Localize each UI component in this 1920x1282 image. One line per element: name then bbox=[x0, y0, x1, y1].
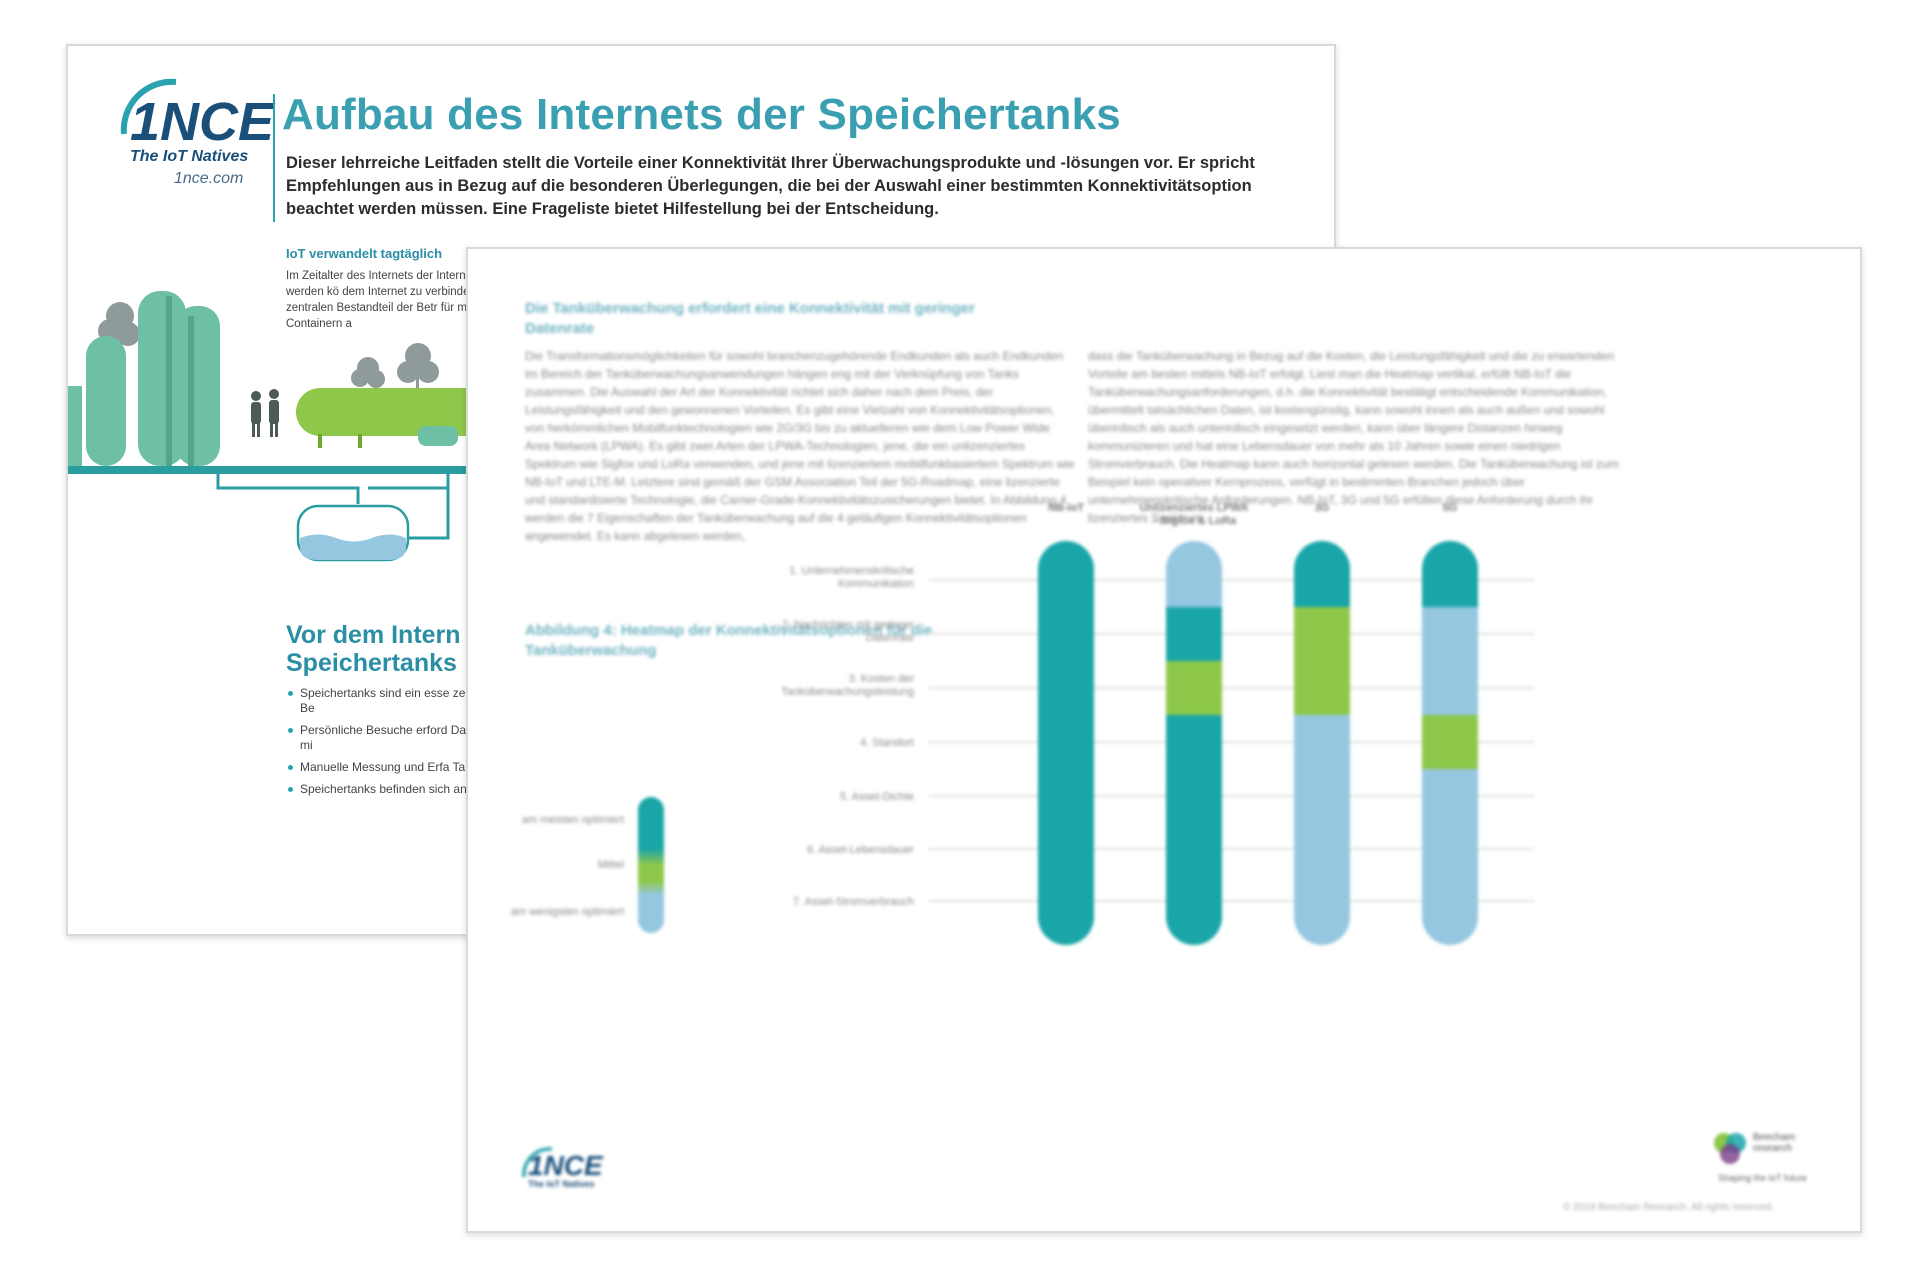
heatmap-cell bbox=[1166, 875, 1222, 945]
storage-tank-illustration bbox=[68, 291, 488, 562]
heatmap-row-label: 4. Standort bbox=[860, 737, 914, 749]
heatmap-cell bbox=[1294, 823, 1350, 876]
heatmap-bar bbox=[1038, 541, 1094, 945]
heatmap-row-label: 3. Kosten der Tanküberwachungsleistung bbox=[781, 673, 914, 698]
logo-site: 1nce.com bbox=[174, 170, 244, 187]
legend-label: am meisten optimiert bbox=[522, 814, 624, 826]
heatmap-cell bbox=[1422, 823, 1478, 876]
front-logo-tagline: The IoT Natives bbox=[528, 1179, 595, 1189]
beecham-logo-icon bbox=[1714, 1133, 1746, 1164]
heatmap-cell bbox=[1038, 769, 1094, 824]
beecham-name-line2: research bbox=[1753, 1143, 1792, 1154]
heatmap-bar bbox=[1166, 541, 1222, 945]
heatmap-cell bbox=[1294, 769, 1350, 824]
brochure-page-front: Die Tanküberwachung erfordert eine Konne… bbox=[466, 247, 1862, 1233]
heatmap-cell bbox=[1422, 715, 1478, 770]
legend-label: am wenigsten optimiert bbox=[511, 906, 624, 918]
logo-tagline: The IoT Natives bbox=[130, 148, 249, 165]
heatmap-cell bbox=[1294, 541, 1350, 608]
logo-wordmark: 1NCE bbox=[130, 92, 276, 148]
legend-label: Mittel bbox=[598, 859, 624, 871]
heatmap-cell bbox=[1166, 541, 1222, 608]
heatmap-cell bbox=[1166, 661, 1222, 716]
heatmap-cell bbox=[1166, 823, 1222, 876]
intro-paragraph: Dieser lehrreiche Leitfaden stellt die V… bbox=[286, 154, 1255, 218]
section-heading: IoT verwandelt tagtäglich bbox=[286, 246, 443, 261]
heatmap-cell bbox=[1422, 769, 1478, 824]
1nce-logo-icon: 1NCE bbox=[120, 78, 276, 148]
heatmap-cell bbox=[1422, 607, 1478, 662]
heatmap-bar bbox=[1294, 541, 1350, 945]
copyright: © 2019 Beecham Research. All rights rese… bbox=[1563, 1202, 1774, 1213]
heatmap-cell bbox=[1422, 661, 1478, 716]
heatmap-cell bbox=[1294, 607, 1350, 662]
heatmap-cell bbox=[1038, 661, 1094, 716]
heatmap-cell bbox=[1166, 607, 1222, 662]
vor-heading-line1: Vor dem Intern bbox=[286, 621, 461, 649]
heatmap-bar bbox=[1422, 541, 1478, 945]
heatmap-cell bbox=[1038, 823, 1094, 876]
heatmap-chart: 1. Unternehmenskritische Kommunikation 2. … bbox=[511, 502, 1534, 945]
heatmap-row-label: 2. Nachrichten mit geringer Datenrate bbox=[782, 619, 914, 644]
heatmap-row-label: 5. Asset-Dichte bbox=[840, 791, 914, 803]
body-column-left: Die Transformationsmöglichkeiten für sow… bbox=[525, 349, 1075, 543]
heatmap-column-label: Unlizenziertes LPWA – Sigfox & LoRa bbox=[1140, 502, 1249, 527]
beecham-tagline: Shaping the IoT future bbox=[1718, 1173, 1807, 1183]
vor-heading-line2: Speichertanks bbox=[286, 649, 457, 677]
figure-title: Abbildung 4: Heatmap der Konnektivitätso… bbox=[525, 622, 933, 659]
heatmap-column-label: 5G bbox=[1443, 502, 1458, 514]
body-column-right: dass die Tanküberwachung in Bezug auf di… bbox=[1088, 349, 1619, 525]
front-logo-wordmark: 1NCE bbox=[528, 1150, 604, 1181]
heatmap-cell bbox=[1038, 875, 1094, 945]
heatmap-cell bbox=[1294, 875, 1350, 945]
heatmap-cell bbox=[1294, 661, 1350, 716]
page-title: Aufbau des Internets der Speichertanks bbox=[282, 90, 1121, 139]
heatmap-row-label: 6. Asset-Lebensdauer bbox=[807, 844, 914, 856]
heatmap-column-label: 3G bbox=[1315, 502, 1330, 514]
heatmap-row-label: 7. Asset-Stromverbrauch bbox=[793, 896, 914, 908]
heatmap-cell bbox=[1422, 875, 1478, 945]
beecham-name-line1: Beecham bbox=[1753, 1132, 1796, 1143]
heatmap-cell bbox=[1038, 715, 1094, 770]
title-divider bbox=[273, 94, 275, 222]
legend-scale-bar bbox=[638, 797, 664, 933]
heatmap-column-label: NB-IoT bbox=[1048, 502, 1084, 514]
vor-heading: Vor dem Intern Speichertanks bbox=[286, 621, 461, 677]
heatmap-cell bbox=[1038, 541, 1094, 608]
heatmap-cell bbox=[1166, 769, 1222, 824]
front-heading: Die Tanküberwachung erfordert eine Konne… bbox=[525, 300, 975, 337]
heatmap-cell bbox=[1038, 607, 1094, 662]
heatmap-cell bbox=[1422, 541, 1478, 608]
front-1nce-logo: 1NCE bbox=[522, 1147, 604, 1181]
heatmap-cell bbox=[1166, 715, 1222, 770]
heatmap-row-label: 1. Unternehmenskritische Kommunikation bbox=[789, 565, 914, 590]
heatmap-cell bbox=[1294, 715, 1350, 770]
beecham-logo-name: Beecham research bbox=[1753, 1132, 1795, 1154]
